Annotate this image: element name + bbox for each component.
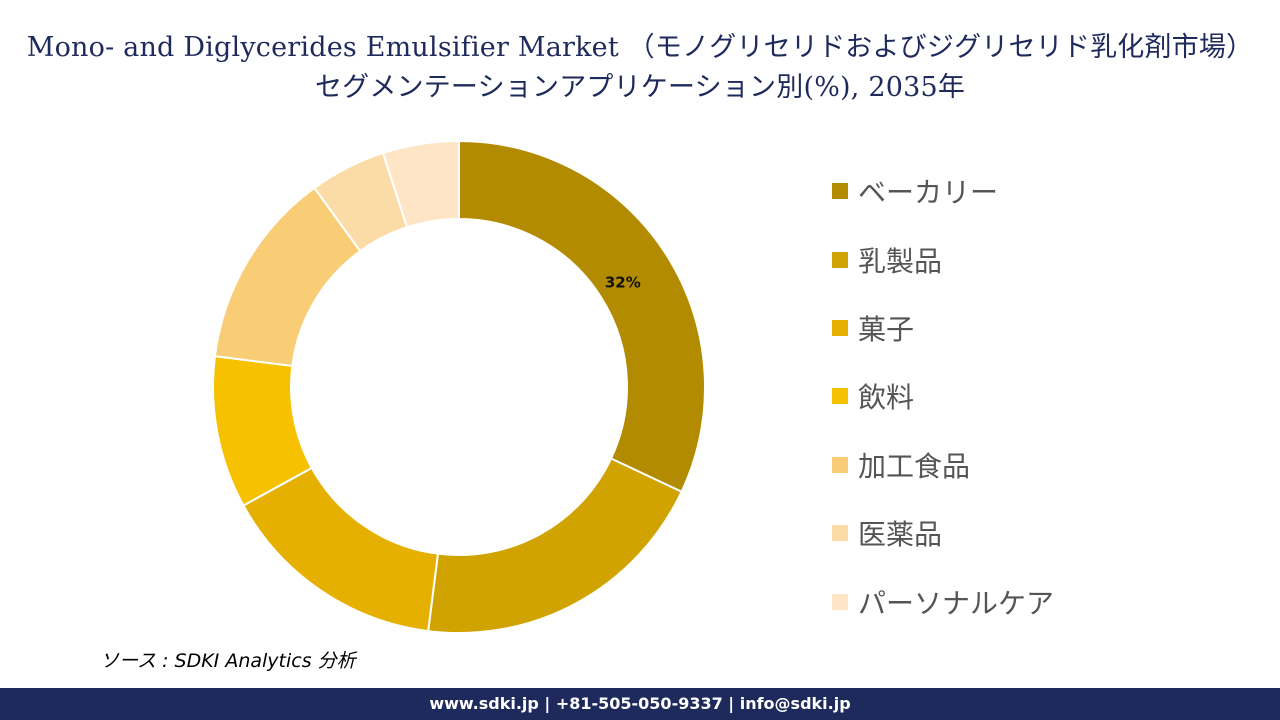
legend-label: 医薬品: [858, 518, 943, 552]
legend-label: 乳製品: [858, 244, 943, 278]
legend-label: 菓子: [858, 312, 915, 346]
source-note: ソース : SDKI Analytics 分析: [100, 650, 356, 672]
donut-slice-1: [458, 139, 706, 494]
legend-item-5: 加工食品: [832, 431, 1054, 499]
footer-bar: www.sdki.jp | +81-505-050-9337 | info@sd…: [0, 688, 1280, 720]
legend-label: 加工食品: [858, 449, 971, 483]
footer-contact: www.sdki.jp | +81-505-050-9337 | info@sd…: [429, 694, 851, 713]
legend-label: 飲料: [858, 381, 915, 415]
legend-item-6: 医薬品: [832, 499, 1054, 567]
donut-slice-3: [242, 466, 440, 633]
donut-slice-7: [381, 139, 460, 229]
legend-item-4: 飲料: [832, 362, 1054, 430]
legend-item-3: 菓子: [832, 294, 1054, 362]
legend-label: パーソナルケア: [858, 586, 1055, 620]
chart-legend: ベーカリー乳製品菓子飲料加工食品医薬品パーソナルケア: [832, 157, 1054, 636]
legend-swatch: [832, 319, 848, 336]
legend-item-7: パーソナルケア: [832, 567, 1054, 635]
legend-item-1: ベーカリー: [832, 157, 1054, 225]
chart-title: Mono- and Diglycerides Emulsifier Market…: [26, 32, 1254, 103]
legend-swatch: [832, 593, 848, 610]
legend-item-2: 乳製品: [832, 225, 1054, 293]
donut-slice-2: [427, 457, 683, 634]
legend-swatch: [832, 388, 848, 405]
legend-swatch: [832, 525, 848, 542]
legend-swatch: [832, 183, 848, 200]
legend-swatch: [832, 251, 848, 268]
legend-swatch: [832, 456, 848, 473]
data-label-1: 32%: [605, 274, 641, 292]
legend-label: ベーカリー: [858, 176, 999, 210]
